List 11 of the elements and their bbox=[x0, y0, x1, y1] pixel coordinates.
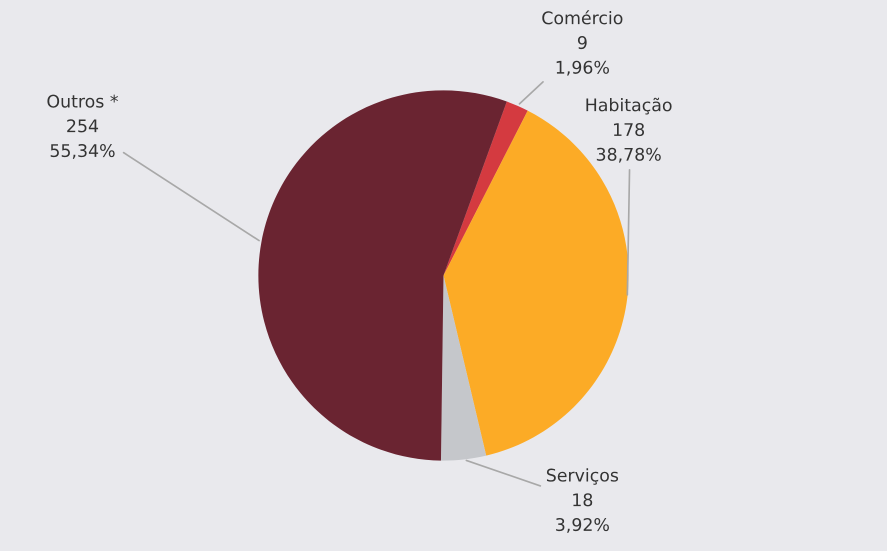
data-label: 178 38,78% bbox=[596, 123, 661, 163]
pie-slice bbox=[258, 90, 507, 461]
data-label: 18 3,92% bbox=[556, 493, 609, 533]
pie-slice bbox=[440, 276, 486, 461]
data-label: 254 55,34% bbox=[50, 119, 115, 159]
pie-slice bbox=[444, 102, 528, 276]
slice-label: Outros * bbox=[47, 94, 118, 108]
data-label: 9 1,96% bbox=[556, 36, 609, 76]
slice-label: Habitação bbox=[586, 98, 672, 115]
slice-label: Serviços bbox=[546, 468, 618, 485]
slice-label: Comércio bbox=[542, 10, 622, 24]
